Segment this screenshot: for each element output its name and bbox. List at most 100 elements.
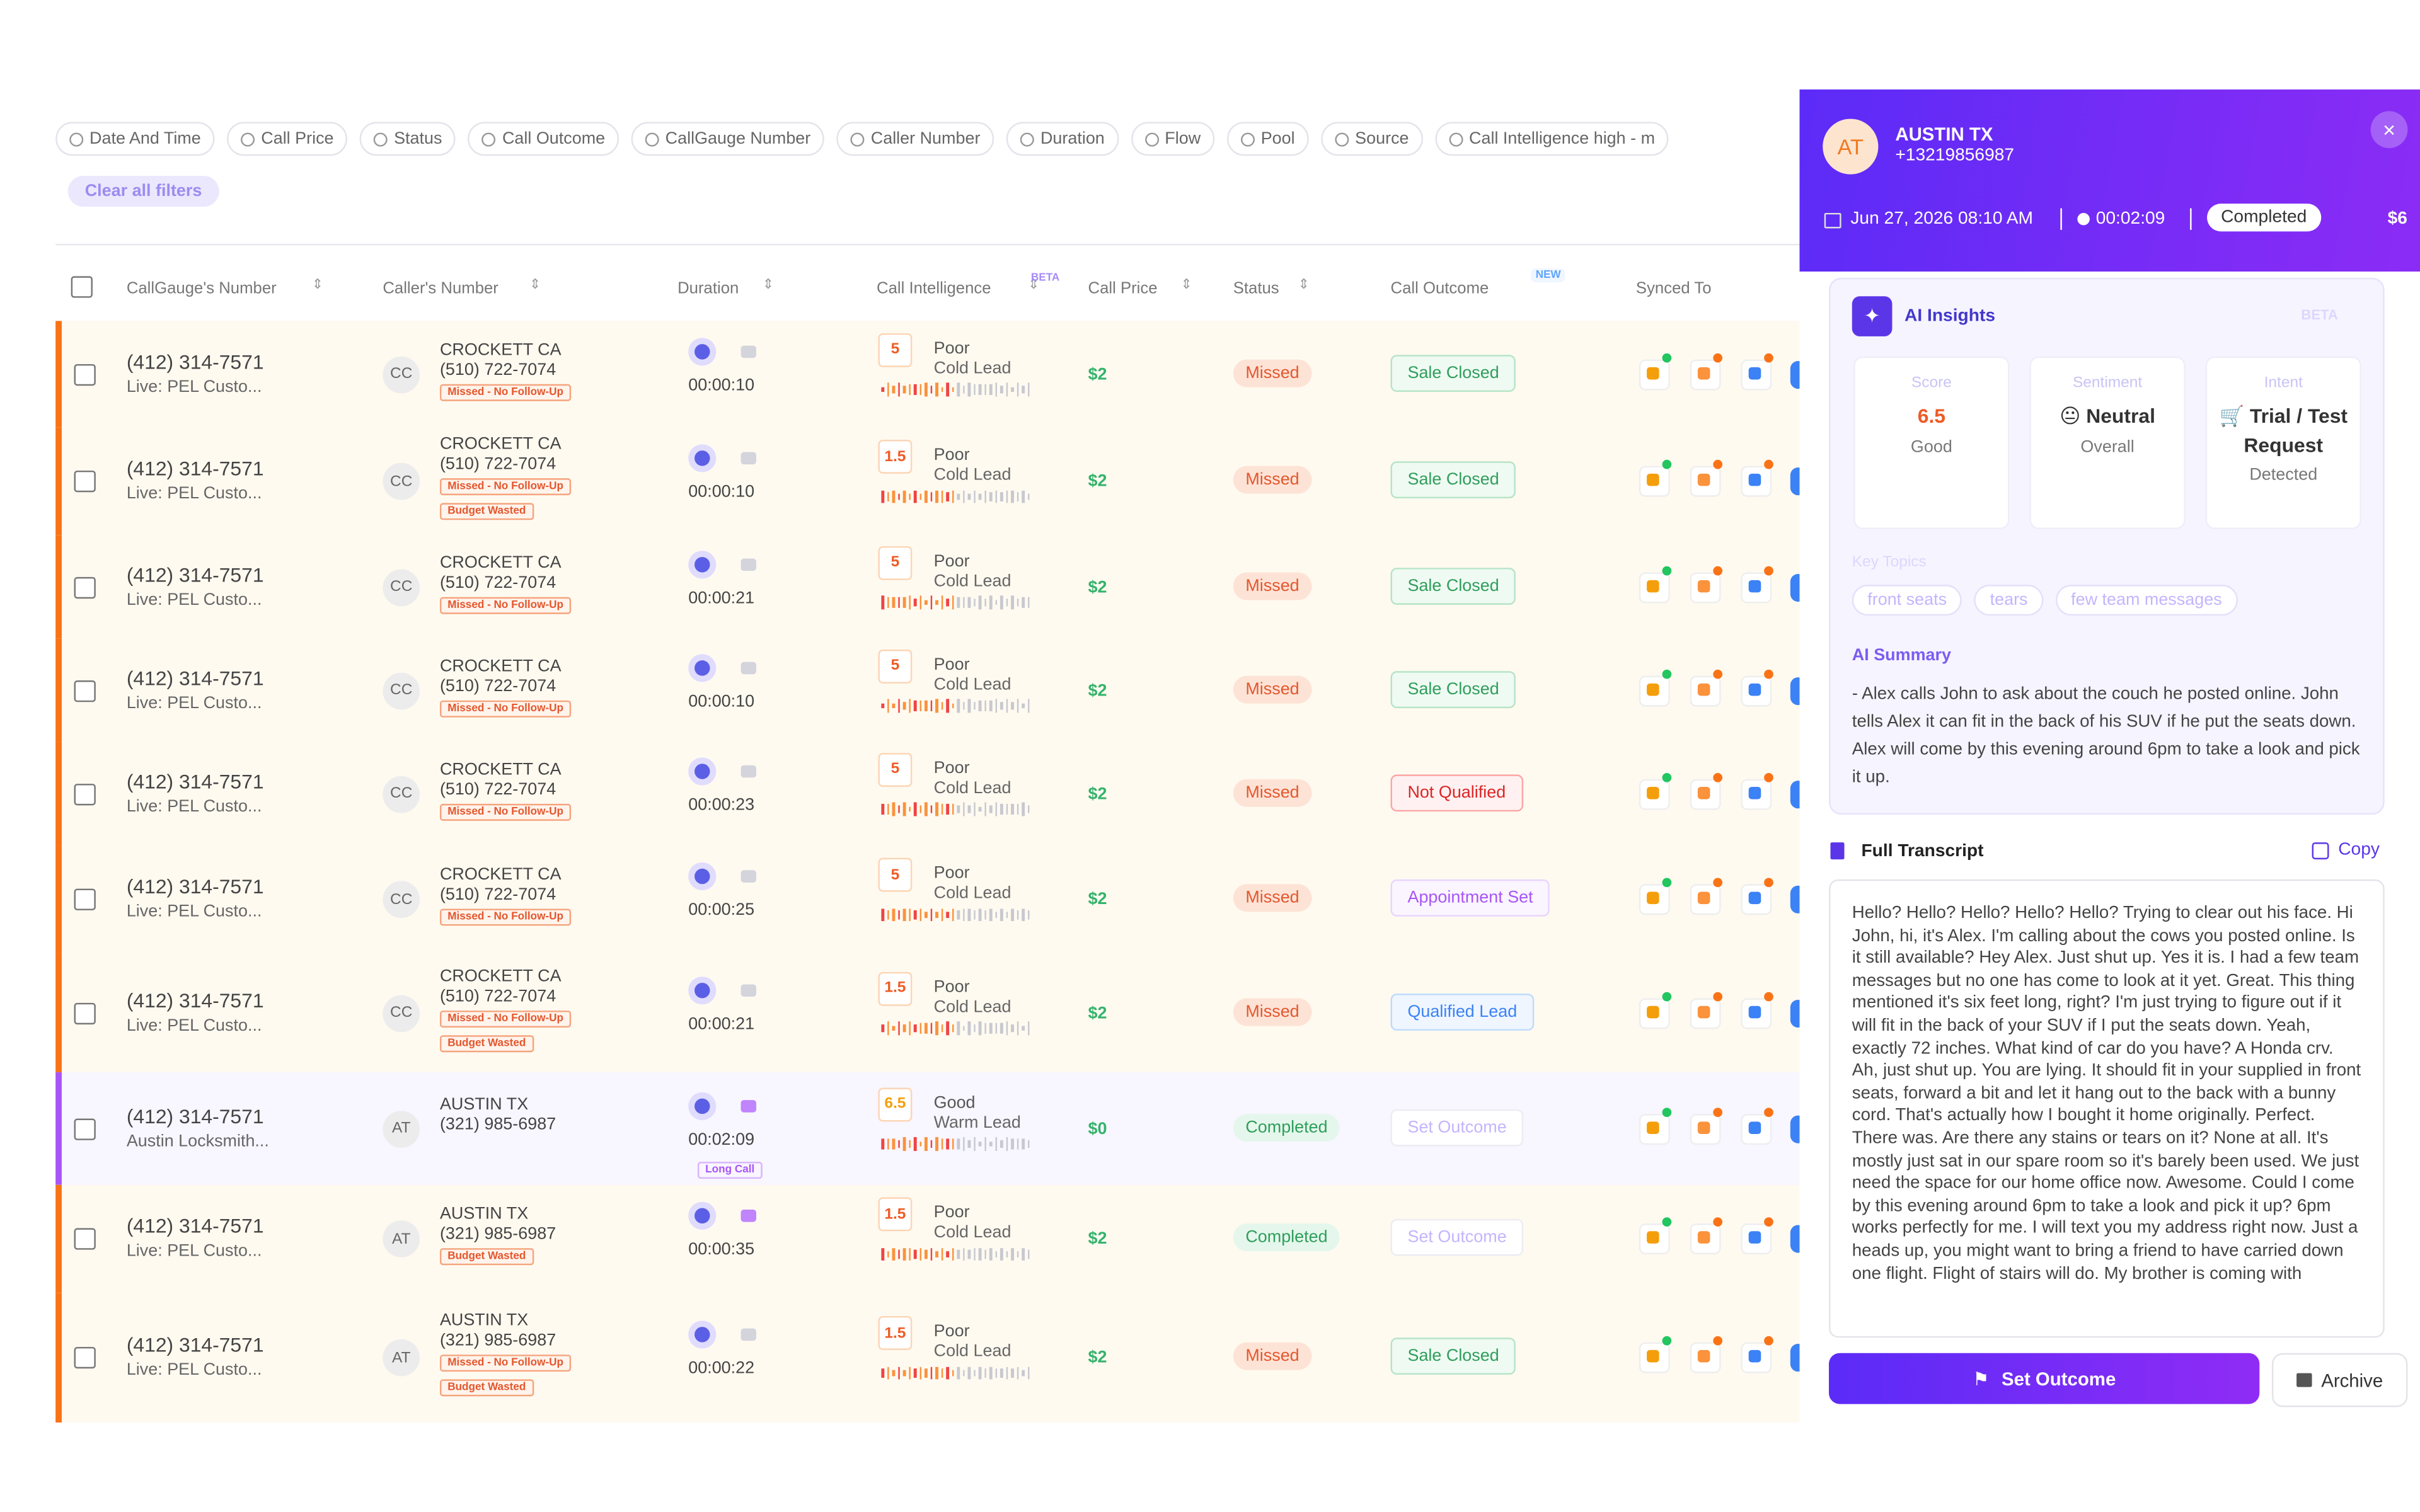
filter-chip[interactable]: Status <box>360 122 456 156</box>
filter-chip[interactable]: Call Intelligence high - m <box>1435 122 1669 156</box>
filter-chip[interactable]: Duration <box>1006 122 1119 156</box>
waveform-bar <box>1000 1247 1003 1261</box>
waveform-bar <box>994 699 998 713</box>
outcome-button[interactable]: Sale Closed <box>1390 354 1516 391</box>
call-row[interactable]: (412) 314-7571 Live: PEL Custo... CC CROCKE… <box>55 953 1806 1073</box>
column-header[interactable]: Call Outcome <box>1390 279 1489 298</box>
sync-glyph <box>1697 891 1710 905</box>
waveform-bar <box>1027 1021 1030 1036</box>
select-all-checkbox[interactable] <box>71 276 93 298</box>
call-row[interactable]: (412) 314-7571 Live: PEL Custo... AT AUSTIN… <box>55 1293 1806 1423</box>
outcome-button[interactable]: Sale Closed <box>1390 670 1516 707</box>
outcome-button[interactable]: Not Qualified <box>1390 774 1523 811</box>
filter-chip[interactable]: Call Price <box>227 122 348 156</box>
column-header[interactable]: CallGauge's Number <box>126 279 277 298</box>
filter-chip[interactable]: CallGauge Number <box>631 122 825 156</box>
summary-label: AI Summary <box>1852 646 1952 665</box>
waveform-bar <box>951 908 954 922</box>
topic-chip[interactable]: few team messages <box>2055 585 2238 616</box>
sync-dot <box>1662 878 1672 888</box>
column-header[interactable]: Synced To <box>1635 279 1712 298</box>
waveform-bar <box>994 1137 998 1151</box>
waveform-bar <box>924 911 927 919</box>
waveform-bar <box>984 1023 987 1034</box>
filter-chip[interactable]: Pool <box>1226 122 1309 156</box>
duration: 00:00:10 <box>688 692 755 711</box>
outcome-button[interactable]: Set Outcome <box>1390 1108 1524 1146</box>
close-button[interactable]: × <box>2370 111 2408 149</box>
call-row[interactable]: (412) 314-7571 Live: PEL Custo... CC CROCKE… <box>55 535 1806 639</box>
clear-filters-button[interactable]: Clear all filters <box>67 176 219 207</box>
call-row[interactable]: (412) 314-7571 Live: PEL Custo... CC CROCKE… <box>55 638 1806 742</box>
row-checkbox[interactable] <box>74 1118 96 1140</box>
column-header[interactable]: Status <box>1233 279 1279 298</box>
lead: Cold Lead <box>933 571 1011 590</box>
call-row[interactable]: (412) 314-7571 Live: PEL Custo... CC CROCKE… <box>55 845 1806 954</box>
waveform-bar <box>994 382 998 396</box>
outcome-button[interactable]: Set Outcome <box>1390 1218 1524 1256</box>
caller-tag: Budget Wasted <box>439 1379 534 1397</box>
waveform-bar <box>1011 387 1013 392</box>
lead: Cold Lead <box>933 778 1011 797</box>
waveform-bar <box>1016 1251 1019 1258</box>
waveform-bar <box>1005 912 1008 918</box>
sync-glyph <box>1697 366 1710 379</box>
column-header[interactable]: Caller's Number <box>383 279 498 298</box>
waveform-bar <box>951 490 954 503</box>
waveform-bar <box>908 1140 911 1148</box>
filter-chip[interactable]: Caller Number <box>836 122 994 156</box>
column-header[interactable]: Call Price <box>1088 279 1158 298</box>
row-checkbox[interactable] <box>74 888 96 910</box>
waveform-bar <box>951 1025 954 1032</box>
outcome-button[interactable]: Sale Closed <box>1390 1337 1516 1375</box>
row-checkbox[interactable] <box>74 1228 96 1250</box>
outcome-button[interactable]: Sale Closed <box>1390 461 1516 499</box>
filter-chip[interactable]: Source <box>1321 122 1423 156</box>
audio-icon <box>740 870 757 883</box>
waveform-bar <box>1011 1138 1013 1150</box>
waveform-bar <box>940 1247 943 1262</box>
waveform-bar <box>973 1024 976 1033</box>
sync-dot <box>1764 668 1773 679</box>
topics: front seats tears few team messages <box>1852 585 2238 616</box>
waveform-bar <box>886 597 889 607</box>
topic-chip[interactable]: tears <box>1974 585 2044 616</box>
waveform-bar <box>1022 490 1025 504</box>
waveform-bar <box>1022 1026 1025 1031</box>
row-checkbox[interactable] <box>74 470 96 493</box>
row-checkbox[interactable] <box>74 782 96 805</box>
call-row[interactable]: (412) 314-7571 Live: PEL Custo... CC CROCKE… <box>55 742 1806 846</box>
row-checkbox[interactable] <box>74 1346 96 1369</box>
outcome-button[interactable]: Appointment Set <box>1390 879 1550 917</box>
waveform-bar <box>924 1022 927 1034</box>
call-row[interactable]: (412) 314-7571 Austin Locksmith... AT AUSTI… <box>55 1072 1806 1185</box>
waveform-bar <box>881 595 884 609</box>
copy-button[interactable]: Copy <box>2338 840 2380 860</box>
archive-button[interactable]: Archive <box>2271 1353 2408 1407</box>
set-outcome-button[interactable]: ⚑ Set Outcome <box>1829 1353 2260 1404</box>
caller-avatar: CC <box>383 462 420 500</box>
call-row[interactable]: (412) 314-7571 Live: PEL Custo... CC CROCKE… <box>55 427 1806 536</box>
call-row[interactable]: (412) 314-7571 Live: PEL Custo... CC CROCKE… <box>55 321 1806 428</box>
call-row[interactable]: (412) 314-7571 Live: PEL Custo... AT AUSTIN… <box>55 1184 1806 1293</box>
waveform-bar <box>919 1366 922 1380</box>
waveform-bar <box>957 805 960 814</box>
filter-chip[interactable]: Date And Time <box>55 122 215 156</box>
column-header[interactable]: Call Intelligence <box>877 279 991 298</box>
lead: Cold Lead <box>933 675 1011 694</box>
lead: Cold Lead <box>933 884 1011 903</box>
outcome-button[interactable]: Qualified Lead <box>1390 992 1535 1030</box>
filter-chip[interactable]: Flow <box>1131 122 1215 156</box>
row-checkbox[interactable] <box>74 1002 96 1024</box>
sort-icon: ⇕ <box>311 276 324 292</box>
row-checkbox[interactable] <box>74 679 96 702</box>
waveform-bar <box>957 597 960 608</box>
row-checkbox[interactable] <box>74 576 96 598</box>
row-checkbox[interactable] <box>74 363 96 386</box>
topic-chip[interactable]: front seats <box>1852 585 1962 616</box>
column-header[interactable]: Duration <box>677 279 739 298</box>
status-pill: Missed <box>1233 997 1312 1026</box>
filter-chip[interactable]: Call Outcome <box>468 122 619 156</box>
duration: 00:00:21 <box>688 1014 755 1033</box>
outcome-button[interactable]: Sale Closed <box>1390 567 1516 604</box>
